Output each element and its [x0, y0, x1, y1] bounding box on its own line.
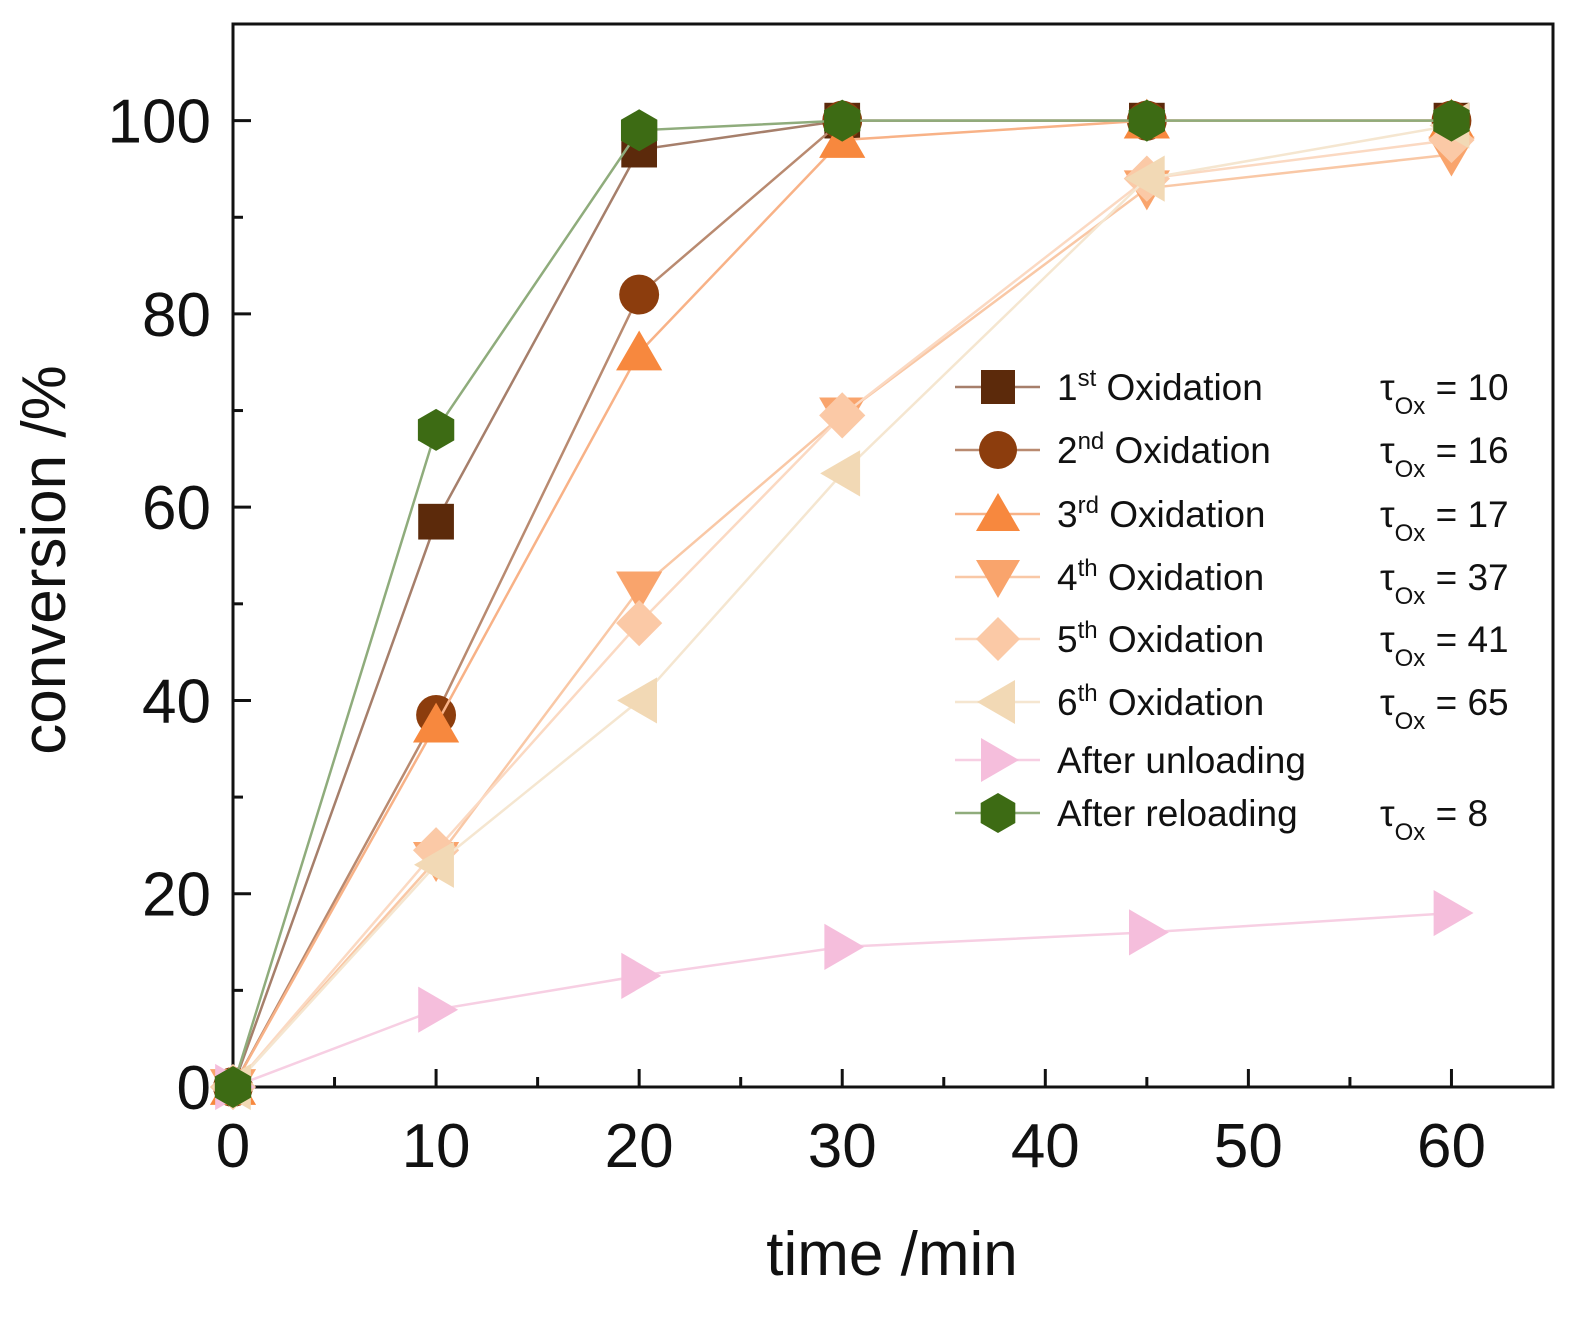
- legend: 1st Oxidation τOx = 10 2nd Oxidation τOx = …: [955, 365, 1509, 846]
- axes: 0 10 20 30 40 50 60 0 20 40 60 80 100: [108, 22, 1555, 1181]
- data-point: [616, 600, 663, 647]
- legend-label: 2nd Oxidation: [1057, 428, 1271, 471]
- legend-item: 5th Oxidation τOx = 41: [955, 617, 1509, 672]
- y-tick-label: 100: [108, 88, 211, 157]
- data-point: [417, 408, 455, 451]
- x-tick-label: 30: [808, 1112, 877, 1181]
- legend-label: 5th Oxidation: [1057, 617, 1264, 660]
- legend-marker: [979, 431, 1017, 469]
- legend-label: 3rd Oxidation: [1057, 492, 1266, 535]
- data-point: [412, 702, 460, 743]
- data-point: [414, 841, 454, 888]
- legend-tau: τOx = 17: [1380, 494, 1509, 547]
- legend-marker: [976, 493, 1020, 531]
- y-tick-label: 80: [142, 281, 211, 350]
- legend-item: After unloading: [955, 738, 1306, 782]
- x-tick-label: 20: [605, 1112, 674, 1181]
- data-point: [1124, 155, 1165, 202]
- legend-marker: [981, 738, 1019, 782]
- data-point: [1128, 99, 1166, 142]
- series-line: [232, 153, 1452, 1088]
- legend-tau: τOx = 37: [1380, 557, 1509, 610]
- x-tick-label: 60: [1417, 1112, 1486, 1181]
- data-point: [1433, 99, 1470, 142]
- legend-item: 1st Oxidation τOx = 10: [955, 365, 1509, 420]
- legend-item: 2nd Oxidation τOx = 16: [955, 428, 1509, 483]
- legend-label: 6th Oxidation: [1057, 680, 1264, 723]
- data-point: [1433, 889, 1474, 937]
- y-tick-label: 60: [142, 474, 211, 543]
- data-point: [824, 923, 865, 970]
- series-line: [232, 138, 1452, 1088]
- series-line: [232, 124, 1452, 1088]
- data-point: [418, 503, 454, 540]
- data-point: [824, 99, 861, 142]
- legend-marker: [977, 680, 1015, 724]
- legend-item: 3rd Oxidation τOx = 17: [955, 492, 1509, 547]
- legend-marker: [981, 370, 1015, 404]
- data-point: [616, 330, 663, 371]
- data-point: [418, 986, 459, 1033]
- data-point: [820, 450, 861, 497]
- legend-tau: τOx = 8: [1380, 793, 1488, 846]
- data-point: [617, 677, 658, 724]
- series-line: [232, 911, 1452, 1089]
- legend-tau: τOx = 10: [1380, 367, 1509, 420]
- data-point: [819, 392, 866, 439]
- x-tick-label: 50: [1214, 1112, 1283, 1181]
- y-tick-label: 40: [142, 667, 211, 736]
- legend-marker: [976, 560, 1020, 598]
- x-tick-label: 10: [402, 1112, 471, 1181]
- y-axis-label: conversion /%: [10, 365, 79, 754]
- series-layer: [209, 98, 1475, 1111]
- legend-marker: [980, 793, 1016, 833]
- legend-label: 1st Oxidation: [1057, 365, 1263, 408]
- data-point: [214, 1066, 252, 1108]
- legend-label: After reloading: [1057, 793, 1298, 834]
- data-point: [616, 571, 663, 612]
- series-7: [214, 99, 1470, 1108]
- legend-tau: τOx = 16: [1380, 430, 1509, 483]
- legend-item: 6th Oxidation τOx = 65: [955, 680, 1509, 735]
- legend-item: 4th Oxidation τOx = 37: [955, 555, 1509, 610]
- legend-marker: [976, 617, 1020, 661]
- x-tick-label: 40: [1011, 1112, 1080, 1181]
- legend-item: After reloading τOx = 8: [955, 793, 1488, 846]
- series-4: [209, 116, 1475, 1111]
- y-tick-label: 20: [142, 861, 211, 930]
- x-tick-label: 0: [216, 1112, 250, 1181]
- x-axis-label: time /min: [766, 1220, 1017, 1289]
- legend-label: After unloading: [1057, 740, 1306, 781]
- series-6: [215, 889, 1474, 1111]
- series-line: [231, 119, 1452, 1088]
- y-tick-label: 0: [177, 1054, 211, 1123]
- legend-tau: τOx = 65: [1380, 682, 1509, 735]
- plot-frame: [231, 22, 1555, 1089]
- data-point: [619, 274, 660, 315]
- data-point: [621, 952, 662, 999]
- data-point: [620, 109, 658, 152]
- legend-label: 4th Oxidation: [1057, 555, 1264, 598]
- legend-tau: τOx = 41: [1380, 619, 1509, 672]
- data-point: [1128, 909, 1169, 956]
